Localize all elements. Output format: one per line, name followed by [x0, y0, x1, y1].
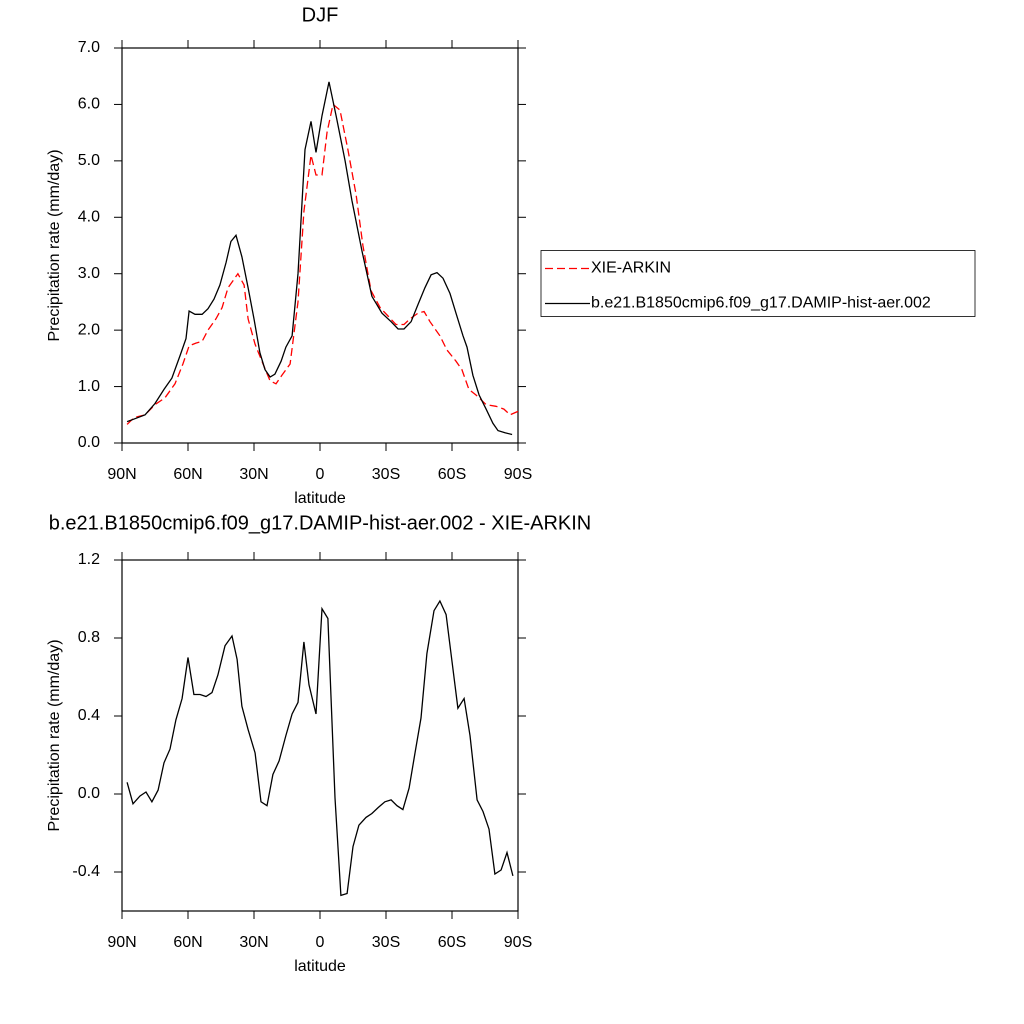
legend-label: b.e21.B1850cmip6.f09_g17.DAMIP-hist-aer.…	[591, 295, 931, 312]
x-tick-label: 30S	[372, 466, 400, 483]
y-tick-label: 0.4	[78, 707, 100, 724]
legend-label: XIE-ARKIN	[591, 260, 671, 277]
data-line	[126, 103, 519, 425]
data-line	[126, 81, 513, 436]
x-tick-label: 30S	[372, 934, 400, 951]
y-tick-label: 2.0	[78, 321, 100, 338]
x-tick-label: 90S	[504, 466, 532, 483]
x-tick-label: 0	[316, 466, 325, 483]
y-tick-label: 0.0	[78, 785, 100, 802]
chart-title: b.e21.B1850cmip6.f09_g17.DAMIP-hist-aer.…	[49, 512, 592, 534]
plot-frame	[121, 559, 519, 912]
x-axis-label: latitude	[294, 958, 346, 975]
y-tick-label: -0.4	[72, 863, 100, 880]
x-tick-label: 60S	[438, 466, 466, 483]
plot-frame	[121, 47, 519, 444]
x-tick-label: 90N	[107, 466, 136, 483]
legend-box	[540, 250, 976, 317]
data-line	[126, 599, 514, 897]
y-tick-label: 0.0	[78, 434, 100, 451]
x-tick-label: 60N	[173, 466, 202, 483]
y-tick-label: 7.0	[78, 39, 100, 56]
chart-title: DJF	[302, 4, 339, 26]
x-tick-label: 60S	[438, 934, 466, 951]
x-tick-label: 0	[316, 934, 325, 951]
y-tick-label: 3.0	[78, 265, 100, 282]
x-tick-label: 90S	[504, 934, 532, 951]
x-tick-label: 90N	[107, 934, 136, 951]
y-axis-label: Precipitation rate (mm/day)	[46, 149, 63, 341]
x-axis-label: latitude	[294, 490, 346, 507]
x-tick-label: 30N	[239, 934, 268, 951]
y-tick-label: 1.2	[78, 551, 100, 568]
y-tick-label: 1.0	[78, 378, 100, 395]
x-tick-label: 60N	[173, 934, 202, 951]
y-tick-label: 0.8	[78, 629, 100, 646]
y-tick-label: 5.0	[78, 152, 100, 169]
x-tick-label: 30N	[239, 466, 268, 483]
y-tick-label: 4.0	[78, 209, 100, 226]
y-tick-label: 6.0	[78, 96, 100, 113]
y-axis-label: Precipitation rate (mm/day)	[46, 639, 63, 831]
